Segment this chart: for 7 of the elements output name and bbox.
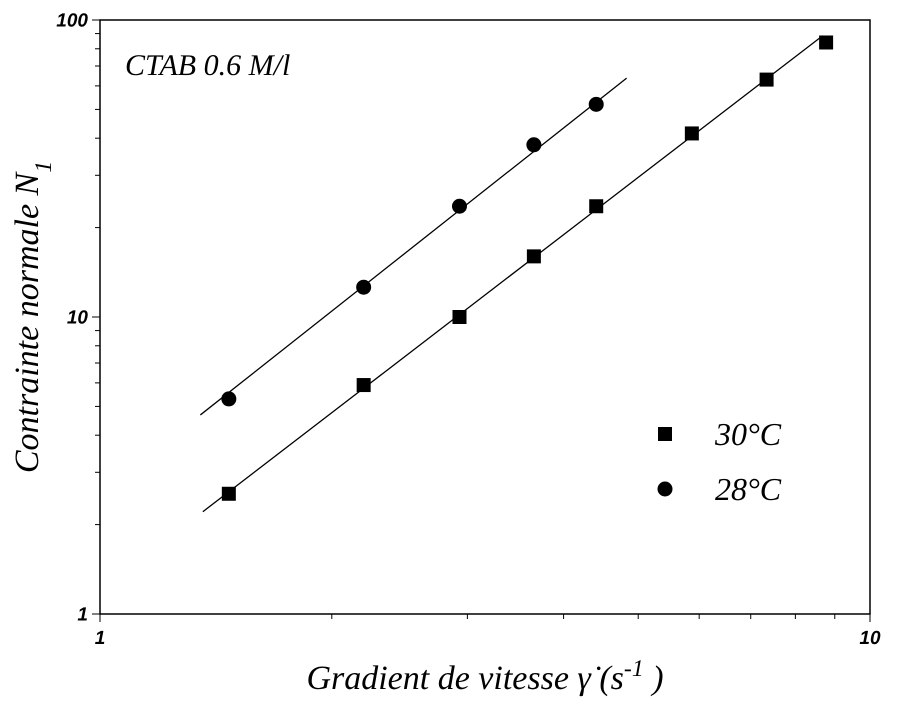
- legend-label: 30°C: [714, 416, 782, 452]
- y-tick-label: 1: [77, 604, 88, 626]
- annotation: CTAB 0.6 M/l: [125, 49, 290, 82]
- x-axis-title: Gradient de vitesse γ̇ (s$^{-1}$ ): [306, 656, 664, 697]
- y-tick-label: 10: [66, 308, 88, 329]
- legend-label: 28°C: [715, 471, 782, 508]
- y-tick-label: 100: [56, 10, 88, 32]
